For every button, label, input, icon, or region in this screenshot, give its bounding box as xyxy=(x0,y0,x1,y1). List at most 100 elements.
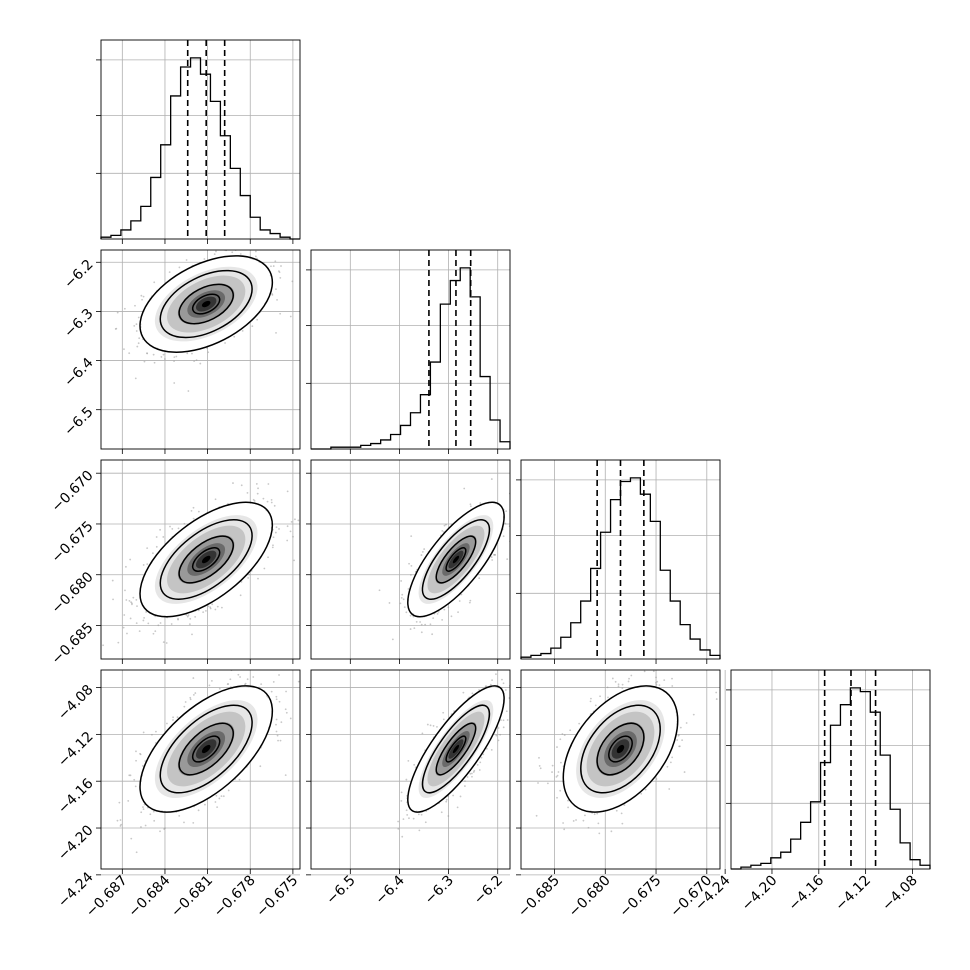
sample-point xyxy=(246,491,249,494)
sample-point xyxy=(504,522,507,525)
contour-line xyxy=(159,519,253,600)
sample-point xyxy=(538,765,541,767)
sample-point xyxy=(511,658,513,660)
sample-point xyxy=(149,813,152,816)
contour-line xyxy=(191,547,221,572)
sample-point xyxy=(168,271,171,274)
sample-point xyxy=(159,830,161,833)
sample-point xyxy=(252,676,255,678)
sample-point xyxy=(409,614,412,617)
sample-point xyxy=(192,693,195,696)
sample-point xyxy=(499,733,502,736)
sample-point xyxy=(409,628,412,630)
sample-point xyxy=(479,502,482,504)
sample-point xyxy=(248,573,251,576)
sample-point xyxy=(458,600,461,602)
sample-point xyxy=(256,318,259,321)
sample-point xyxy=(512,495,514,497)
sample-point xyxy=(655,681,657,684)
sample-point xyxy=(192,517,195,520)
sample-point xyxy=(137,342,140,345)
sample-point xyxy=(278,700,281,703)
sample-point xyxy=(152,353,155,356)
density-fill xyxy=(201,555,211,564)
sample-point xyxy=(280,265,282,267)
sample-point xyxy=(403,606,406,609)
sample-point xyxy=(459,795,462,798)
sample-point xyxy=(211,603,214,606)
density-panel-4-2 xyxy=(306,658,513,876)
sample-point xyxy=(194,615,197,618)
sample-point xyxy=(208,684,211,687)
sample-point xyxy=(644,788,647,791)
axes-frame xyxy=(730,669,931,870)
sample-point xyxy=(593,813,596,816)
axes-frame xyxy=(100,39,301,240)
sample-point xyxy=(271,546,274,549)
sample-point xyxy=(183,821,185,824)
density-layer xyxy=(378,478,515,641)
sample-point xyxy=(159,622,162,624)
sample-point xyxy=(279,739,282,742)
sample-point xyxy=(163,828,166,830)
sample-point xyxy=(513,511,515,513)
sample-point xyxy=(239,253,242,255)
sample-point xyxy=(286,525,289,528)
sample-point xyxy=(257,577,259,580)
sample-point xyxy=(655,676,657,679)
sample-point xyxy=(189,698,192,701)
sample-point xyxy=(260,683,263,686)
sample-point xyxy=(405,778,408,781)
sample-point xyxy=(233,247,235,249)
sample-point xyxy=(285,690,287,693)
sample-point xyxy=(177,617,179,620)
sample-point xyxy=(400,596,403,599)
sample-point xyxy=(135,851,138,854)
sample-point xyxy=(141,298,144,301)
sample-point xyxy=(203,258,206,260)
sample-point xyxy=(142,619,145,622)
sample-point xyxy=(154,630,157,633)
sample-point xyxy=(420,813,423,816)
sample-point xyxy=(480,756,483,759)
sample-point xyxy=(155,545,158,548)
sample-point xyxy=(445,523,447,526)
sample-point xyxy=(204,803,206,806)
sample-point xyxy=(216,605,219,608)
sample-point xyxy=(173,360,175,363)
sample-point xyxy=(436,725,438,728)
sample-point xyxy=(432,617,435,620)
sample-point xyxy=(129,558,132,561)
sample-point xyxy=(471,775,473,778)
sample-point xyxy=(193,360,196,362)
sample-point xyxy=(153,819,156,822)
sample-point xyxy=(275,288,277,291)
sample-point xyxy=(270,265,272,268)
sample-point xyxy=(420,623,423,626)
sample-point xyxy=(400,800,403,802)
contour-line xyxy=(191,735,221,763)
sample-point xyxy=(420,554,423,556)
sample-point xyxy=(155,536,158,538)
sample-point xyxy=(402,598,405,601)
sample-point xyxy=(89,616,91,618)
sample-point xyxy=(192,821,195,824)
sample-point xyxy=(151,733,153,736)
histogram-panel-2 xyxy=(306,249,511,454)
sample-point xyxy=(136,605,138,608)
sample-point xyxy=(420,631,423,634)
sample-point xyxy=(254,255,257,258)
sample-point xyxy=(153,281,156,284)
sample-point xyxy=(135,750,137,753)
sample-point xyxy=(187,390,190,392)
sample-point xyxy=(255,483,258,485)
sample-point xyxy=(482,753,485,756)
sample-point xyxy=(218,797,221,800)
sample-point xyxy=(289,315,292,318)
density-panel-3-2 xyxy=(306,459,515,664)
sample-point xyxy=(272,265,275,267)
sample-point xyxy=(131,603,133,606)
sample-point xyxy=(546,782,549,785)
sample-point xyxy=(135,598,138,601)
sample-point xyxy=(214,801,217,803)
